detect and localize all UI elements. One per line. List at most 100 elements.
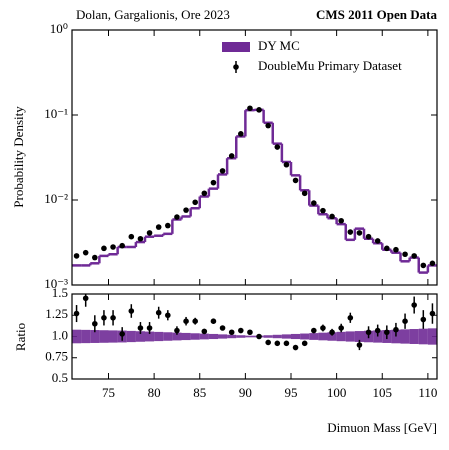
data-point	[301, 190, 308, 197]
mc-uncertainty	[126, 330, 136, 343]
data-point	[219, 168, 226, 174]
mc-uncertainty	[99, 330, 109, 343]
ratio-point	[110, 315, 116, 321]
x-tick-label: 100	[327, 385, 347, 400]
data-point	[82, 249, 89, 256]
data-point	[402, 251, 408, 258]
ratio-point	[265, 339, 271, 346]
ratio-point	[374, 327, 381, 334]
ratio-point	[174, 327, 180, 334]
data-point	[238, 131, 244, 137]
mc-uncertainty	[90, 330, 100, 343]
data-point	[228, 153, 235, 159]
ratio-tick-label: 1.5	[52, 285, 68, 300]
note: Dolan, Gargalionis, Ore 2023	[76, 7, 230, 22]
x-axis-label: Dimuon Mass [GeV]	[327, 420, 437, 435]
ratio-point	[402, 318, 408, 325]
mc-uncertainty	[409, 329, 419, 344]
mc-uncertainty	[190, 333, 200, 340]
data-point	[256, 107, 262, 113]
data-point	[192, 199, 198, 206]
data-point	[119, 242, 125, 249]
data-point	[311, 200, 317, 206]
ratio-point	[292, 344, 299, 351]
data-point	[265, 122, 271, 129]
x-tick-label: 105	[373, 385, 393, 400]
data-point	[329, 213, 335, 220]
mc-uncertainty	[272, 334, 282, 339]
legend-swatch	[222, 42, 250, 52]
ratio-point	[73, 310, 80, 317]
ratio-point	[347, 315, 354, 321]
data-point	[393, 246, 399, 253]
mc-uncertainty	[172, 332, 182, 341]
mc-uncertainty	[345, 331, 355, 342]
data-point	[73, 253, 80, 259]
ratio-tick-label: 1.25	[45, 306, 68, 321]
x-tick-label: 75	[102, 385, 115, 400]
ratio-point	[247, 329, 253, 336]
ratio-point	[92, 320, 98, 327]
legend-label: DoubleMu Primary Dataset	[258, 58, 402, 73]
mc-uncertainty	[108, 330, 118, 343]
x-tick-label: 110	[418, 385, 437, 400]
data-point	[384, 245, 390, 252]
data-point	[356, 230, 363, 236]
ratio-tick-label: 1.0	[52, 327, 68, 342]
ratio-point	[210, 318, 217, 325]
mc-uncertainty	[400, 329, 410, 344]
ratio-point	[256, 333, 262, 340]
x-tick-label: 95	[285, 385, 298, 400]
ratio-point	[192, 318, 198, 325]
mc-uncertainty	[135, 331, 145, 342]
data-point	[365, 233, 372, 240]
mc-uncertainty	[218, 334, 228, 339]
mc-uncertainty	[163, 332, 173, 341]
data-point	[247, 105, 253, 112]
y-tick-label: 10⁻²	[44, 191, 68, 206]
ratio-point	[82, 295, 89, 302]
ratio-point	[183, 318, 189, 325]
ratio-point	[301, 340, 308, 347]
data-point	[347, 229, 354, 235]
mc-uncertainty	[327, 332, 337, 341]
ratio-point	[411, 302, 417, 308]
data-point	[128, 233, 135, 240]
mc-uncertainty	[208, 333, 218, 340]
mc-uncertainty	[154, 331, 164, 342]
data-point	[210, 179, 217, 186]
data-point	[283, 161, 290, 168]
data-point	[155, 224, 162, 230]
mc-uncertainty	[318, 332, 328, 341]
mc-uncertainty	[300, 333, 310, 340]
data-point	[146, 230, 153, 236]
ratio-point	[320, 325, 326, 331]
mc-uncertainty	[72, 329, 82, 344]
ratio-point	[274, 340, 281, 347]
mc-uncertainty	[81, 329, 91, 344]
ratio-point	[420, 316, 427, 323]
x-tick-label: 80	[148, 385, 161, 400]
ratio-point	[119, 331, 125, 337]
ratio-point	[155, 309, 162, 316]
mc-uncertainty	[227, 334, 237, 339]
plot-frame	[71, 29, 438, 286]
data-point	[420, 262, 427, 269]
mc-uncertainty	[427, 328, 437, 345]
legend-label: DY MC	[258, 38, 300, 53]
ratio-point	[356, 342, 363, 348]
data-point	[92, 254, 98, 261]
ratio-frame	[71, 293, 438, 380]
ratio-point	[393, 326, 399, 333]
mc-uncertainty	[354, 331, 364, 342]
ratio-point	[238, 327, 244, 334]
mc-uncertainty	[336, 331, 346, 342]
data-point	[274, 144, 281, 150]
y-tick-label: 10⁻³	[44, 276, 68, 291]
ratio-point	[365, 329, 372, 336]
ratio-point	[384, 329, 390, 336]
data-point	[137, 235, 144, 242]
data-point	[338, 217, 344, 224]
